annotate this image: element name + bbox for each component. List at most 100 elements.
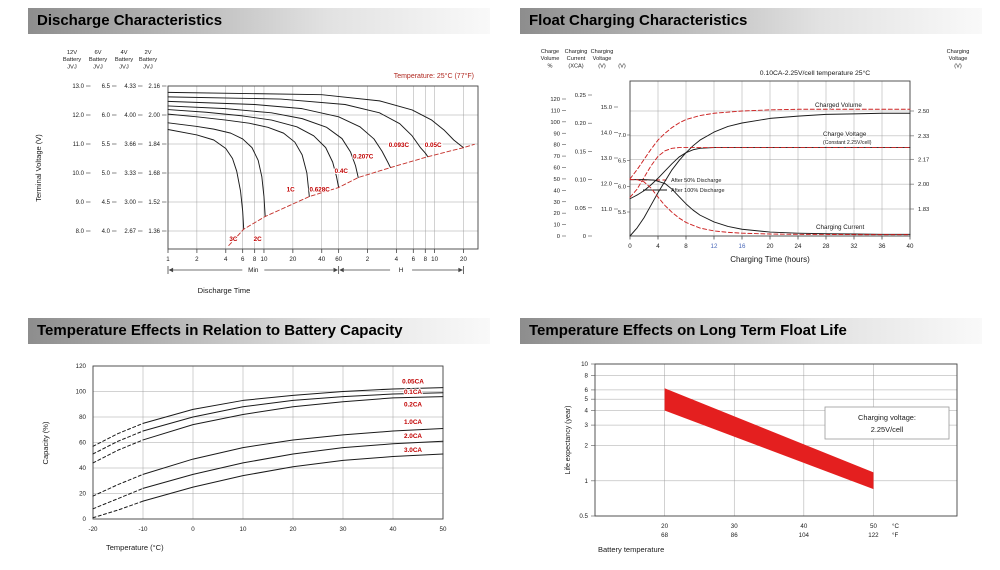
x-tick-label: 6 (412, 256, 416, 263)
float-charging-chart: ChargeVolume%ChargingCurrent(XCA)Chargin… (520, 41, 982, 275)
axis-header: (V) (954, 63, 962, 69)
temperature-note: Temperature: 25°C (77°F) (394, 72, 474, 80)
curve-label: (Constant 2.25V/cell) (823, 140, 872, 146)
voltage-cell-tick: 2.50 (918, 109, 929, 115)
curve-label: Charged Volume (815, 102, 862, 109)
x-tick-label: 20 (767, 243, 774, 250)
y-tick-label: 0.5 (579, 513, 588, 520)
panel-float-charging: Float Charging Characteristics Charge Vol… (520, 8, 982, 275)
current-tick: 0.05 (575, 206, 586, 212)
x-tick-label: 16 (739, 243, 746, 250)
voltage6-tick: 6.0 (618, 184, 626, 190)
y-tick-label: 1.84 (148, 142, 160, 148)
x-tick-celsius: 40 (800, 523, 807, 530)
x-tick-label: 1 (166, 256, 170, 263)
voltage12-tick: 12.0 (601, 182, 612, 188)
panel-title-text: Float Charging Characteristics (529, 12, 748, 29)
y-axis-title: Terminal Voltage (V) (34, 134, 43, 202)
scale-header: 12V (67, 50, 77, 56)
scale-header: JVJ (119, 64, 129, 70)
x-axis-title: Battery temperature (598, 545, 664, 554)
y-tick-label: 3.66 (124, 142, 136, 148)
y-tick-label: 13.0 (72, 84, 84, 90)
capacity-series-1.0CA (142, 427, 444, 475)
panel-title-discharge: Discharge Characteristics (28, 8, 490, 34)
y-tick-label: 60 (79, 440, 86, 447)
axis-header: (V) (618, 63, 626, 69)
y-tick-label: 1.68 (148, 171, 160, 177)
axis-header: (V) (598, 63, 606, 69)
rate-label: 0.207C (353, 154, 374, 161)
voltage12-tick: 14.0 (601, 131, 612, 137)
celsius-unit: °C (892, 523, 899, 530)
scale-header: Battery (115, 57, 133, 63)
axis-header: Voltage (949, 56, 968, 62)
panel-title-temp-capacity: Temperature Effects in Relation to Batte… (28, 318, 490, 344)
volume-tick: 110 (551, 108, 560, 114)
temperature-capacity-chart: 0 20 40 60 80 100 120 -20 -10 0 10 20 30 40 50 Capacity… (28, 351, 490, 559)
y-tick-label: 4.5 (102, 200, 111, 206)
legend-label: After 100% Discharge (671, 188, 725, 194)
discharge-series-0.4C (167, 105, 359, 179)
rate-label: 0.1CA (404, 389, 422, 396)
x-axis-title: Charging Time (hours) (730, 255, 810, 264)
voltage12-tick: 11.0 (601, 207, 612, 213)
capacity-series-1.0CA-dashed (92, 473, 144, 497)
rate-label: 0.05CA (402, 378, 424, 385)
fahrenheit-unit: °F (892, 532, 898, 539)
axis-header: % (548, 63, 553, 69)
y-tick-label: 12.0 (72, 113, 84, 119)
y-tick-label: 80 (79, 414, 86, 421)
capacity-series-2.0CA (142, 440, 444, 489)
curve-label: Charge Voltage (823, 131, 867, 138)
x-tick-label: 40 (390, 526, 397, 533)
volume-tick: 100 (550, 120, 560, 126)
x-tick-label: 6 (241, 256, 245, 263)
y-tick-label: 3.00 (124, 200, 136, 206)
rate-label: 3C (229, 236, 238, 243)
panel-title-float-charging: Float Charging Characteristics (520, 8, 982, 34)
y-tick-label: 5 (585, 396, 589, 403)
x-tick-label: 10 (431, 256, 438, 263)
y-tick-label: 4.33 (124, 84, 136, 90)
voltage12-tick: 15.0 (601, 105, 612, 111)
voltage12-tick: 13.0 (601, 156, 612, 162)
y-axis-title: Capacity (%) (41, 421, 50, 464)
panel-float-life: Temperature Effects on Long Term Float L… (520, 318, 982, 561)
x-tick-label: 32 (851, 243, 858, 250)
y-tick-label: 8 (585, 372, 589, 379)
volume-tick: 20 (554, 211, 560, 217)
scale-header: 2V (144, 50, 151, 56)
rate-label: 2.0CA (404, 433, 422, 440)
axis-header: Voltage (593, 56, 612, 62)
volume-tick: 40 (554, 188, 560, 194)
rate-label: 2C (254, 236, 263, 243)
panel-temp-capacity: Temperature Effects in Relation to Batte… (28, 318, 490, 559)
charged-volume-after-50 (629, 108, 911, 180)
voltage-cell-tick: 2.00 (918, 182, 929, 188)
arrowhead (333, 267, 339, 273)
current-tick: 0.20 (575, 121, 586, 127)
x-tick-label: 4 (224, 256, 228, 263)
y-tick-label: 4.00 (124, 113, 136, 119)
x-tick-label: 40 (318, 256, 325, 263)
capacity-series-2.0CA-dashed (92, 487, 144, 510)
volume-tick: 80 (554, 143, 560, 149)
y-tick-label: 1 (585, 478, 589, 485)
panel-title-float-life: Temperature Effects on Long Term Float L… (520, 318, 982, 344)
x-tick-label: 0 (628, 243, 632, 250)
capacity-series-3.0CA-dashed (92, 500, 144, 519)
x-tick-celsius: 50 (870, 523, 877, 530)
time-unit-label: H (399, 267, 404, 274)
current-tick: 0.15 (575, 149, 586, 155)
capacity-series-0.2CA-dashed (92, 439, 144, 464)
curve-label: Charging Current (816, 224, 865, 231)
axis-header: Current (567, 56, 586, 62)
scale-header: JVJ (143, 64, 153, 70)
rate-label: 3.0CA (404, 447, 422, 454)
x-tick-label: 8 (684, 243, 688, 250)
y-tick-label: 11.0 (73, 142, 85, 148)
scale-header: 6V (94, 50, 101, 56)
rate-label: 1C (287, 186, 296, 193)
